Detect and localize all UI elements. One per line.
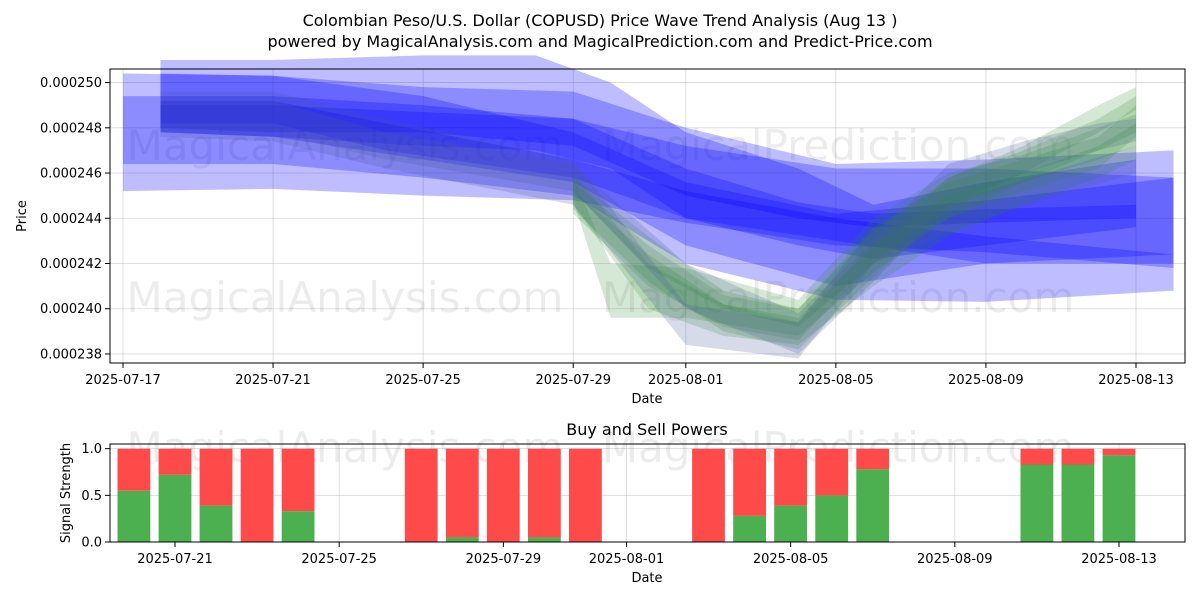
price-watermarks: MagicalAnalysis.com MagicalPrediction.co…: [127, 121, 1075, 322]
price-wave-bands: [123, 55, 1174, 359]
price-x-tick-label: 2025-07-29: [535, 373, 611, 388]
buy-power-bar: [1020, 464, 1054, 542]
green-wave-band: [573, 114, 1136, 336]
price-y-tick-label: 0.000244: [40, 212, 102, 227]
price-plot-frame: [109, 68, 1186, 364]
signal-chart-title: Buy and Sell Powers: [566, 420, 728, 439]
buy-power-bar: [774, 505, 807, 542]
price-y-tick-label: 0.000238: [40, 347, 102, 362]
price-y-tick-label: 0.000250: [40, 76, 102, 91]
price-x-tick-label: 2025-07-17: [85, 373, 161, 388]
signal-bars: [117, 448, 1136, 542]
sell-power-bar: [1020, 448, 1054, 465]
price-x-tick-label: 2025-07-21: [235, 373, 311, 388]
sell-power-bar: [569, 448, 602, 542]
blue-wave-band: [160, 100, 1174, 264]
price-x-tick-label: 2025-08-01: [648, 373, 724, 388]
signal-x-ticks: 2025-07-21 2025-07-25 2025-07-29 2025-08-01…: [137, 542, 1157, 567]
price-y-axis-label: Price: [15, 200, 30, 232]
price-x-tick-label: 2025-08-05: [798, 373, 874, 388]
price-y-tick-label: 0.000248: [40, 121, 102, 136]
signal-x-tick-label: 2025-08-09: [917, 552, 993, 567]
blue-wave-band: [160, 55, 1136, 260]
sell-power-bar: [733, 448, 766, 516]
sell-power-bar: [692, 448, 725, 542]
signal-x-tick-label: 2025-07-25: [301, 552, 377, 567]
sell-power-bar: [445, 448, 479, 538]
sell-power-bar: [774, 448, 807, 506]
watermark-3: MagicalAnalysis.com: [127, 273, 564, 322]
slate-wave-band: [160, 100, 1136, 354]
chart-subtitle: powered by MagicalAnalysis.com and Magic…: [267, 32, 932, 51]
blue-wave-band: [160, 73, 1174, 287]
signal-y-tick-label: 1.0: [81, 442, 102, 457]
signal-y-tick-label: 0.5: [81, 489, 102, 504]
sell-power-bar: [528, 448, 561, 538]
price-x-tick-label: 2025-08-09: [948, 373, 1024, 388]
signal-x-tick-label: 2025-08-01: [589, 552, 665, 567]
watermark-4: MagicalPrediction.com: [602, 273, 1075, 322]
price-grid: [110, 69, 1185, 363]
sell-power-bar: [117, 448, 151, 491]
signal-x-tick-label: 2025-08-13: [1081, 552, 1157, 567]
signal-x-tick-label: 2025-07-21: [137, 552, 213, 567]
sell-power-bar: [1061, 448, 1095, 465]
signal-x-axis-label: Date: [631, 571, 662, 586]
signal-y-tick-label: 0.0: [81, 536, 102, 551]
signal-x-tick-label: 2025-07-29: [466, 552, 542, 567]
sell-power-bar: [815, 448, 849, 496]
sell-power-bar: [1102, 448, 1136, 456]
blue-wave-band: [160, 105, 1136, 228]
blue-wave-band: [123, 96, 1174, 268]
buy-power-bar: [815, 495, 849, 542]
chart-title: Colombian Peso/U.S. Dollar (COPUSD) Pric…: [303, 11, 898, 30]
sell-power-bar: [486, 448, 520, 542]
watermark-2: MagicalPrediction.com: [602, 121, 1075, 170]
sell-power-bar: [281, 448, 315, 512]
price-y-tick-label: 0.000242: [40, 257, 102, 272]
sell-power-bar: [199, 448, 233, 506]
sell-power-bar: [240, 448, 274, 542]
sell-power-bar: [404, 448, 438, 542]
buy-power-bar: [528, 537, 561, 542]
sell-power-bar: [856, 448, 890, 470]
buy-power-bar: [733, 515, 766, 542]
slate-wave-band: [160, 91, 1136, 359]
watermark-1: MagicalAnalysis.com: [127, 121, 564, 170]
price-y-tick-label: 0.000246: [40, 167, 102, 182]
signal-y-ticks: 0.0 0.5 1.0: [81, 442, 110, 551]
buy-power-bar: [856, 469, 890, 542]
buy-power-bar: [1102, 455, 1136, 542]
price-x-tick-label: 2025-08-13: [1098, 373, 1174, 388]
buy-power-bar: [199, 505, 233, 542]
price-x-axis-label: Date: [631, 392, 662, 407]
signal-y-axis-label: Signal Strength: [59, 443, 74, 543]
buy-power-bar: [445, 537, 479, 542]
buy-power-bar: [158, 474, 192, 542]
buy-power-bar: [117, 490, 151, 542]
sell-power-bar: [158, 448, 192, 475]
price-x-tick-label: 2025-07-25: [385, 373, 461, 388]
buy-power-bar: [1061, 464, 1095, 542]
buy-power-bar: [281, 511, 315, 542]
signal-x-tick-label: 2025-08-05: [753, 552, 829, 567]
price-y-tick-label: 0.000240: [40, 302, 102, 317]
price-y-ticks: 0.000238 0.000240 0.000242 0.000244 0.000246…: [40, 76, 110, 362]
signal-plot-frame: [109, 443, 1186, 543]
green-wave-band: [573, 123, 1136, 345]
price-x-ticks: 2025-07-17 2025-07-21 2025-07-25 2025-07-29…: [85, 363, 1174, 388]
blue-wave-band: [123, 73, 1174, 302]
